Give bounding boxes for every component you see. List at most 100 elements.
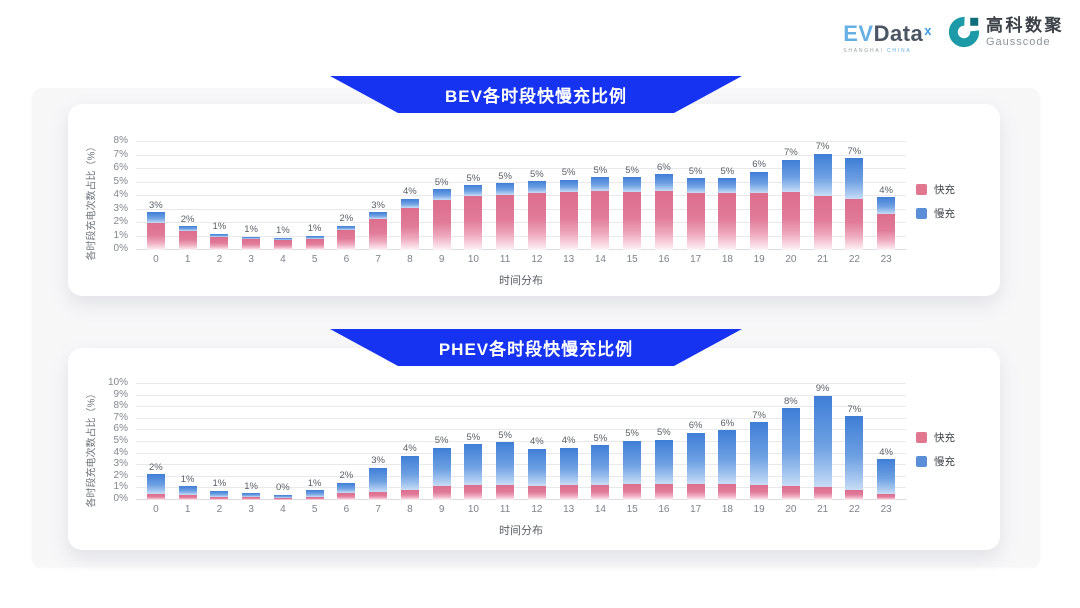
x-tick-label: 5 [311,504,318,515]
bar-segment-slow-charge [210,490,229,497]
bar-segment-slow-charge [273,494,292,498]
gridline [136,499,906,500]
bar-segment-fast-charge [591,190,610,250]
bar-segment-slow-charge [178,226,197,232]
bar-total-label: 4% [530,436,544,448]
bar-total-label: 7% [784,147,798,159]
gridline [136,168,906,169]
bar-segment-slow-charge [432,447,451,487]
bar-segment-slow-charge [686,432,705,484]
bar-segment-fast-charge [273,497,292,500]
x-tick-label: 16 [658,504,670,515]
bar-group: 1% 3 [235,384,267,515]
bar-total-label: 1% [307,223,322,235]
x-axis-title: 时间分布 [499,275,543,287]
bar-segment-fast-charge [400,489,419,500]
evdata-tagline: SHANGHAI CHINA [843,48,932,54]
bev-chart-card: 各时段充电次数占比（%） 0% 1% 2% 3% 4% 5% 6% 7% 8% 3% 0 2% 1 1% 2 1… [68,104,1000,296]
bar-segment-slow-charge [781,159,800,192]
report-panel: BEV各时段快慢充比例 各时段充电次数占比（%） 0% 1% 2% 3% 4% 5% 6% 7%… [32,76,1040,567]
evdata-ev-text: EV [843,21,874,46]
y-tick-label: 4% [113,189,128,200]
x-tick-label: 19 [753,504,765,515]
bar-segment-fast-charge [845,198,864,250]
bar-segment-fast-charge [813,195,832,250]
bar-segment-slow-charge [845,416,864,490]
bar-group: 6% 17 [680,384,712,515]
bar-segment-fast-charge [369,218,388,250]
bar-group: 6% 18 [712,384,744,515]
y-tick-label: 10% [107,377,128,388]
bar-total-label: 2% [339,470,354,482]
bar-group: 5% 11 [489,142,521,265]
x-tick-label: 14 [594,254,606,265]
plot-area-wrap: 0% 1% 2% 3% 4% 5% 6% 7% 8% 9% 10% 2% 0 1% 1 1% 2 1% 3 0% 4 1%… [100,378,906,544]
bar-segment-slow-charge [527,181,546,194]
gridline [136,406,906,408]
gridline [136,441,906,442]
x-tick-label: 15 [626,254,638,265]
legend-item: 慢充 [916,206,990,221]
bar-total-label: 9% [815,383,830,395]
x-tick-label: 11 [499,504,511,515]
bar-group: 5% 15 [616,384,648,515]
gridline [136,222,906,223]
y-tick-label: 1% [113,481,128,493]
bar-segment-fast-charge [845,489,864,500]
bar-segment-slow-charge [750,422,769,485]
bar-segment-fast-charge [654,190,673,250]
bar-segment-fast-charge [337,229,356,250]
bar-group: 2% 1 [172,142,204,265]
x-tick-label: 17 [690,254,702,265]
bar-group: 5% 10 [458,384,490,515]
y-axis-ticks: 0% 1% 2% 3% 4% 5% 6% 7% 8% [100,136,136,254]
bar-total-label: 1% [180,473,195,485]
bar-segment-slow-charge [623,440,642,484]
bar-group: 2% 0 [140,384,172,515]
gridline [136,154,906,156]
bar-group: 7% 21 [807,142,839,265]
gridline [136,464,906,466]
bar-group: 1% 4 [267,142,299,265]
x-tick-label: 7 [375,504,381,515]
x-tick-label: 1 [184,254,191,265]
bar-total-label: 6% [657,161,671,173]
bar-segment-slow-charge [686,178,705,194]
bar-segment-slow-charge [781,408,800,487]
y-tick-label: 6% [113,162,128,173]
x-tick-label: 7 [375,254,381,265]
bar-total-label: 4% [561,435,576,447]
header-logos: EVDatax SHANGHAI CHINA 高科数聚 Gausscode [843,16,1064,54]
bar-total-label: 1% [212,478,227,490]
bar-segment-slow-charge [432,189,451,201]
bar-group: 6% 19 [743,142,775,265]
bar-segment-slow-charge [464,185,483,196]
bar-segment-slow-charge [591,177,610,191]
bar-total-label: 5% [498,170,512,182]
x-tick-label: 18 [721,254,733,265]
phev-chart-title: PHEV各时段快慢充比例 [438,340,634,359]
bar-group: 1% 5 [299,142,331,265]
legend-label: 快充 [934,431,955,444]
x-tick-label: 5 [311,254,318,265]
bar-group: 5% 9 [426,384,458,515]
bar-total-label: 5% [688,165,703,177]
bar-total-label: 7% [847,145,862,157]
gausscode-en-name: Gausscode [986,35,1051,48]
x-tick-label: 17 [690,504,702,515]
bar-segment-fast-charge [877,213,896,250]
bar-group: 2% 6 [331,384,363,515]
bar-segment-fast-charge [273,239,292,250]
x-tick-label: 10 [467,504,479,515]
bar-segment-fast-charge [210,496,229,500]
bar-segment-fast-charge [178,231,197,250]
bar-segment-slow-charge [146,474,165,495]
bar-group: 7% 19 [743,384,775,515]
bar-group: 4% 8 [394,384,426,515]
bar-total-label: 3% [371,455,385,467]
bar-segment-slow-charge [305,490,324,497]
y-axis-title: 各时段充电次数占比（%） [86,388,98,508]
y-tick-label: 0% [113,243,128,254]
gridline [136,195,906,196]
x-tick-label: 3 [248,504,254,515]
